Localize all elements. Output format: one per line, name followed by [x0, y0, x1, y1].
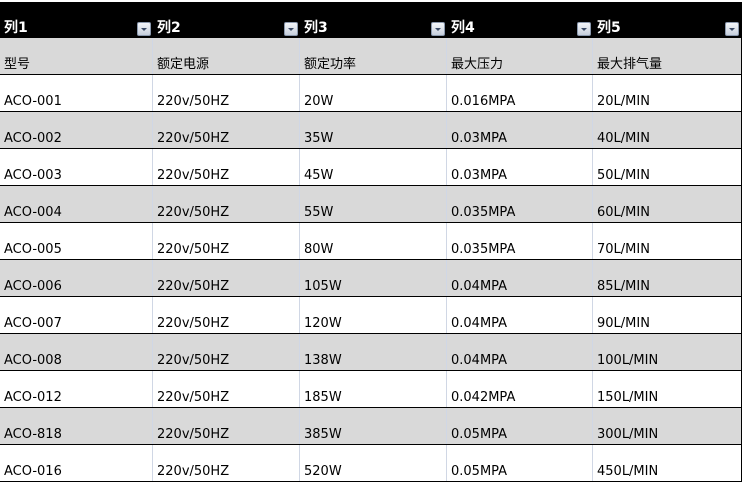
- column-header-label: 列3: [304, 20, 328, 36]
- table-cell[interactable]: 40L/MIN: [597, 131, 650, 146]
- column-header-4: 列4: [447, 2, 593, 38]
- table-cell[interactable]: 70L/MIN: [597, 242, 650, 257]
- header-cell[interactable]: 型号: [0, 38, 153, 74]
- header-cell[interactable]: 最大排气量: [597, 57, 663, 72]
- table-row: ACO-007 220v/50HZ 120W 0.04MPA 90L/MIN: [0, 297, 741, 334]
- table-cell[interactable]: 138W: [300, 334, 447, 370]
- table-cell[interactable]: 20L/MIN: [597, 94, 650, 109]
- table-cell[interactable]: 220v/50HZ: [153, 186, 300, 222]
- table-cell[interactable]: 50L/MIN: [597, 168, 650, 183]
- table-row: ACO-004 220v/50HZ 55W 0.035MPA 60L/MIN: [0, 186, 741, 223]
- filter-dropdown-icon[interactable]: [137, 22, 151, 36]
- table-cell[interactable]: 220v/50HZ: [153, 75, 300, 111]
- table-row: ACO-012 220v/50HZ 185W 0.042MPA 150L/MIN: [0, 371, 741, 408]
- filter-dropdown-icon[interactable]: [577, 22, 591, 36]
- table-cell[interactable]: ACO-007: [0, 297, 153, 333]
- table-cell[interactable]: 385W: [300, 408, 447, 444]
- table-row: ACO-003 220v/50HZ 45W 0.03MPA 50L/MIN: [0, 149, 741, 186]
- table-row: ACO-016 220v/50HZ 520W 0.05MPA 450L/MIN: [0, 445, 741, 482]
- table-cell[interactable]: 220v/50HZ: [153, 223, 300, 259]
- table-cell[interactable]: 220v/50HZ: [153, 408, 300, 444]
- table-cell[interactable]: 100L/MIN: [597, 353, 659, 368]
- table-header-row: 型号 额定电源 额定功率 最大压力 最大排气量: [0, 38, 741, 75]
- table-cell[interactable]: ACO-016: [0, 445, 153, 481]
- table-cell[interactable]: 0.04MPA: [447, 334, 593, 370]
- table-row: ACO-005 220v/50HZ 80W 0.035MPA 70L/MIN: [0, 223, 741, 260]
- table-cell[interactable]: 0.03MPA: [447, 112, 593, 148]
- table-cell[interactable]: 0.035MPA: [447, 186, 593, 222]
- table-cell[interactable]: 220v/50HZ: [153, 260, 300, 296]
- table-cell[interactable]: 90L/MIN: [597, 316, 650, 331]
- table-cell[interactable]: 105W: [300, 260, 447, 296]
- table-cell[interactable]: ACO-008: [0, 334, 153, 370]
- table-cell[interactable]: 45W: [300, 149, 447, 185]
- table-cell[interactable]: 80W: [300, 223, 447, 259]
- column-header-1: 列1: [0, 2, 153, 38]
- table-cell[interactable]: 0.016MPA: [447, 75, 593, 111]
- table-row: ACO-001 220v/50HZ 20W 0.016MPA 20L/MIN: [0, 75, 741, 112]
- table-cell[interactable]: ACO-006: [0, 260, 153, 296]
- table-cell[interactable]: 60L/MIN: [597, 205, 650, 220]
- table-cell[interactable]: 120W: [300, 297, 447, 333]
- column-header-label: 列1: [4, 20, 28, 36]
- column-header-label: 列2: [157, 20, 181, 36]
- column-header-5: 列5: [593, 2, 741, 38]
- table-cell[interactable]: 220v/50HZ: [153, 334, 300, 370]
- filter-dropdown-icon[interactable]: [725, 22, 739, 36]
- column-header-label: 列5: [597, 20, 621, 36]
- header-cell[interactable]: 最大压力: [447, 38, 593, 74]
- filter-dropdown-icon[interactable]: [284, 22, 298, 36]
- column-header-3: 列3: [300, 2, 447, 38]
- table-cell[interactable]: 0.042MPA: [447, 371, 593, 407]
- table-row: ACO-008 220v/50HZ 138W 0.04MPA 100L/MIN: [0, 334, 741, 371]
- table-cell[interactable]: 520W: [300, 445, 447, 481]
- table-cell[interactable]: ACO-001: [0, 75, 153, 111]
- table-cell[interactable]: 300L/MIN: [597, 427, 659, 442]
- table-cell[interactable]: 0.05MPA: [447, 445, 593, 481]
- table-cell[interactable]: 0.05MPA: [447, 408, 593, 444]
- table-row: ACO-006 220v/50HZ 105W 0.04MPA 85L/MIN: [0, 260, 741, 297]
- table-cell[interactable]: 0.04MPA: [447, 260, 593, 296]
- table-cell[interactable]: ACO-003: [0, 149, 153, 185]
- table-row: ACO-002 220v/50HZ 35W 0.03MPA 40L/MIN: [0, 112, 741, 149]
- table-cell[interactable]: 220v/50HZ: [153, 112, 300, 148]
- column-header-2: 列2: [153, 2, 300, 38]
- table-cell[interactable]: 0.035MPA: [447, 223, 593, 259]
- filter-dropdown-icon[interactable]: [431, 22, 445, 36]
- table-cell[interactable]: 220v/50HZ: [153, 371, 300, 407]
- table-cell[interactable]: ACO-005: [0, 223, 153, 259]
- table-cell[interactable]: 85L/MIN: [597, 279, 650, 294]
- table-cell[interactable]: 0.03MPA: [447, 149, 593, 185]
- table-cell[interactable]: 220v/50HZ: [153, 445, 300, 481]
- header-cell[interactable]: 额定功率: [300, 38, 447, 74]
- table-cell[interactable]: 220v/50HZ: [153, 297, 300, 333]
- table-cell[interactable]: 450L/MIN: [597, 464, 659, 479]
- table-cell[interactable]: 55W: [300, 186, 447, 222]
- column-header-label: 列4: [451, 20, 475, 36]
- table-cell[interactable]: ACO-012: [0, 371, 153, 407]
- table-cell[interactable]: ACO-004: [0, 186, 153, 222]
- table-cell[interactable]: 185W: [300, 371, 447, 407]
- table-cell[interactable]: ACO-002: [0, 112, 153, 148]
- table-cell[interactable]: 0.04MPA: [447, 297, 593, 333]
- table-row: ACO-818 220v/50HZ 385W 0.05MPA 300L/MIN: [0, 408, 741, 445]
- table-cell[interactable]: 150L/MIN: [597, 390, 659, 405]
- table-cell[interactable]: 20W: [300, 75, 447, 111]
- table-cell[interactable]: 35W: [300, 112, 447, 148]
- table-cell[interactable]: ACO-818: [0, 408, 153, 444]
- column-header-row: 列1 列2 列3 列4 列5: [0, 2, 741, 38]
- table-cell[interactable]: 220v/50HZ: [153, 149, 300, 185]
- header-cell[interactable]: 额定电源: [153, 38, 300, 74]
